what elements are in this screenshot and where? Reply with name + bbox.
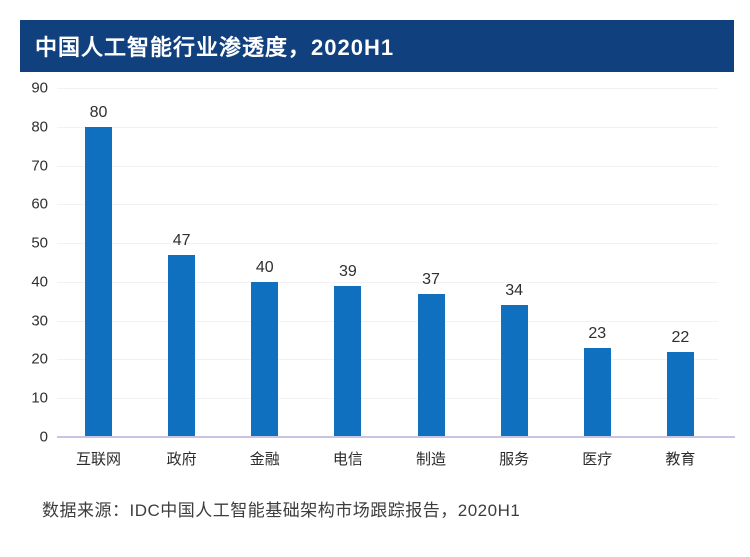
gridline: [57, 126, 718, 128]
x-axis-category-label: 金融: [249, 451, 280, 468]
bar-column: 40: [223, 88, 306, 437]
bar-value-label: 40: [255, 258, 274, 276]
bar: [583, 347, 611, 437]
bar: [168, 254, 196, 437]
y-tick-label: 30: [31, 312, 48, 330]
y-tick-label: 90: [31, 79, 48, 97]
bar-column: 80: [57, 88, 140, 437]
gridline: [57, 88, 718, 89]
bar-value-label: 80: [89, 103, 108, 121]
gridline: [57, 243, 718, 245]
x-axis-category-label: 电信: [332, 451, 363, 468]
bar: [334, 285, 362, 437]
bar: [251, 281, 279, 437]
bar-value-label: 34: [505, 282, 524, 300]
x-axis-category-label: 教育: [665, 451, 696, 468]
x-axis-category-label: 政府: [166, 451, 197, 468]
gridlines: [57, 88, 718, 437]
bar-value-label: 22: [671, 328, 690, 346]
bar-series: 80 47 40 39 37 34 23 22: [57, 88, 722, 437]
x-axis-labels: 互联网 政府 金融 电信 制造 服务 医疗 教育: [57, 448, 722, 469]
bar-column: 23: [556, 88, 639, 437]
y-tick-label: 80: [31, 118, 48, 136]
x-axis-category-label: 服务: [499, 451, 530, 468]
y-axis: 0 10 20 30 40 50 60 70 80 90: [0, 80, 48, 446]
data-source-note: 数据来源：IDC中国人工智能基础架构市场跟踪报告，2020H1: [42, 501, 521, 520]
x-axis-category-label: 制造: [416, 451, 447, 468]
bar-column: 39: [306, 88, 389, 437]
gridline: [57, 398, 718, 400]
chart-title: 中国人工智能行业渗透度，2020H1: [35, 35, 395, 60]
x-axis-category-label: 医疗: [582, 451, 613, 468]
bar-column: 34: [473, 88, 556, 437]
bar-value-label: 39: [339, 262, 357, 280]
gridline: [57, 281, 718, 283]
bar-value-label: 23: [588, 324, 607, 342]
bar-column: 22: [639, 88, 722, 437]
y-tick-label: 20: [31, 350, 48, 368]
x-axis-category-label: 互联网: [76, 451, 122, 468]
bar: [666, 351, 694, 437]
gridline: [57, 165, 718, 167]
x-axis-baseline: [57, 436, 735, 438]
bar-column: 37: [390, 88, 473, 437]
bar-value-label: 47: [172, 231, 191, 249]
y-tick-label: 70: [31, 157, 48, 175]
bar: [85, 126, 113, 437]
bar-value-label: 37: [422, 270, 440, 288]
title-banner: 中国人工智能行业渗透度，2020H1: [20, 20, 734, 72]
bar: [417, 293, 445, 437]
gridline: [57, 204, 718, 206]
y-tick-label: 40: [31, 273, 48, 291]
gridline: [57, 359, 718, 361]
y-tick-label: 50: [31, 234, 48, 252]
y-tick-label: 60: [31, 195, 48, 213]
bar-column: 47: [140, 88, 223, 437]
gridline: [57, 320, 718, 322]
y-tick-label: 0: [39, 428, 48, 446]
y-tick-label: 10: [31, 389, 48, 407]
bar: [500, 305, 528, 437]
